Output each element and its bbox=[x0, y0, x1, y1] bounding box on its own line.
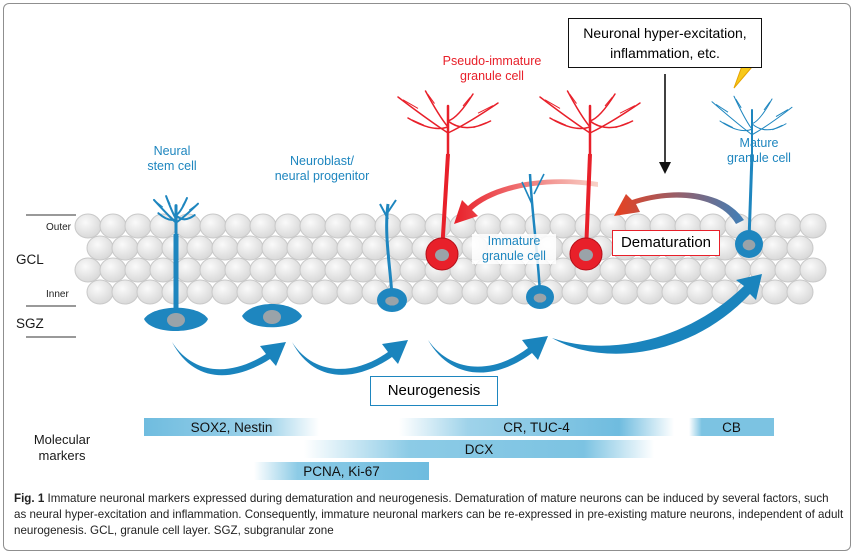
neural-progenitor-cell bbox=[242, 304, 302, 328]
neural-stem-cell bbox=[144, 195, 208, 332]
marker-bar-sox2 bbox=[144, 418, 319, 436]
neuroblast-label: Neuroblast/ neural progenitor bbox=[274, 154, 370, 183]
immature-granule-label: Immature granule cell bbox=[472, 234, 556, 264]
mature-granule-cell bbox=[711, 95, 793, 258]
dcx-bar-label: DCX bbox=[464, 441, 494, 457]
pseudo-immature-cell-2 bbox=[539, 90, 641, 271]
pseudo-immature-cell-1 bbox=[397, 90, 499, 271]
outer-label: Outer bbox=[46, 222, 72, 233]
marker-bar-cr bbox=[399, 418, 674, 436]
molecular-markers-label: Molecular markers bbox=[33, 432, 91, 463]
pcna-bar-label: PCNA, Ki-67 bbox=[303, 463, 380, 479]
marker-bar-pcna bbox=[254, 462, 429, 480]
cr-bar-label: CR, TUC-4 bbox=[503, 419, 570, 435]
inner-label: Inner bbox=[46, 289, 69, 300]
trigger-arrow bbox=[659, 74, 671, 174]
sgz-label: SGZ bbox=[16, 316, 44, 331]
neurogenesis-arrows bbox=[172, 274, 762, 376]
cb-bar-label: CB bbox=[722, 419, 741, 435]
neuroblast-cell bbox=[377, 199, 407, 312]
layer-lines bbox=[26, 214, 76, 338]
marker-bar-cb bbox=[689, 418, 774, 436]
figure-caption: Fig. 1 Immature neuronal markers express… bbox=[14, 491, 844, 539]
neurogenesis-box: Neurogenesis bbox=[370, 376, 498, 406]
figure-frame: Outer GCL Inner SGZ Neural stem cell Neu… bbox=[3, 3, 851, 551]
pseudo-immature-label: Pseudo-immature granule cell bbox=[442, 54, 542, 83]
dematuration-arrow-forward bbox=[614, 192, 744, 224]
sox2-bar-label: SOX2, Nestin bbox=[190, 419, 273, 435]
mature-granule-label: Mature granule cell bbox=[727, 136, 791, 165]
trigger-box: Neuronal hyper-excitation, inflammation,… bbox=[568, 18, 762, 68]
dematuration-box: Dematuration bbox=[612, 230, 720, 256]
caption-text: Immature neuronal markers expressed duri… bbox=[14, 492, 844, 537]
figure-illustration bbox=[26, 45, 827, 480]
marker-bar-dcx bbox=[304, 440, 654, 458]
gcl-label: GCL bbox=[16, 252, 44, 267]
dematuration-arrow-back bbox=[454, 179, 598, 224]
caption-label: Fig. 1 bbox=[14, 492, 45, 505]
neural-stem-cell-label: Neural stem cell bbox=[147, 144, 197, 173]
